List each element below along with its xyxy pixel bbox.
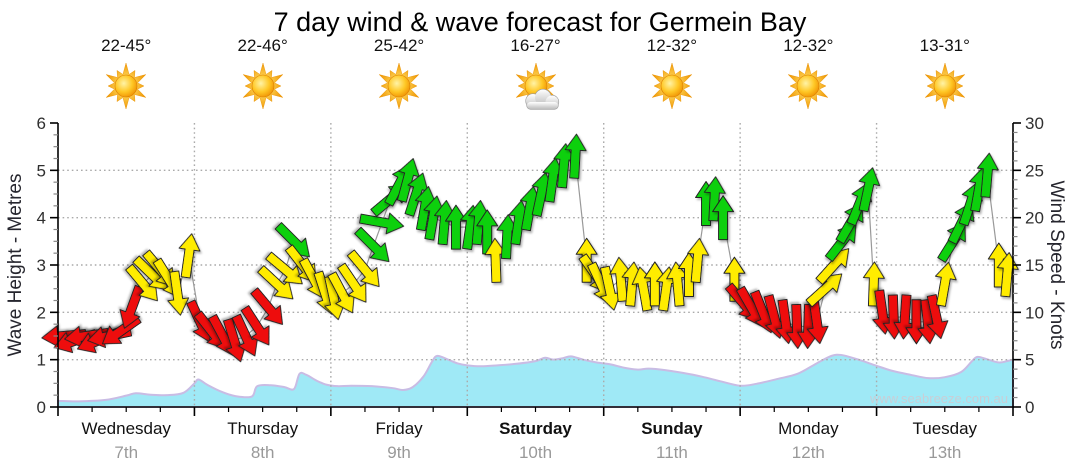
- left-axis-tick-label: 6: [37, 114, 46, 133]
- temperature-range: 13-31°: [919, 36, 970, 55]
- left-axis-tick-label: 3: [37, 256, 46, 275]
- sunny-icon: [105, 62, 147, 110]
- sunny-icon: [242, 62, 284, 110]
- partly-cloudy-icon: [514, 62, 559, 110]
- wind-arrow: [444, 204, 467, 250]
- wind-arrow: [712, 195, 735, 241]
- day-forecast-header: 12-32°: [740, 36, 876, 112]
- day-label: Thursday: [227, 419, 298, 438]
- day-label: Friday: [375, 419, 423, 438]
- wind-arrow: [354, 226, 390, 263]
- left-axis-tick-label: 4: [37, 209, 46, 228]
- date-label: 12th: [792, 443, 825, 462]
- wind-arrow: [265, 251, 303, 285]
- date-label: 11th: [656, 443, 688, 462]
- wind-arrow: [862, 261, 885, 307]
- temperature-range: 16-27°: [510, 36, 561, 55]
- day-forecast-header: 12-32°: [604, 36, 740, 112]
- left-axis-tick-label: 1: [37, 351, 46, 370]
- day-forecast-header: 25-42°: [331, 36, 467, 112]
- temperature-range: 22-46°: [237, 36, 288, 55]
- temperature-range: 22-45°: [101, 36, 152, 55]
- day-forecast-header: 22-45°: [58, 36, 194, 112]
- temperature-range: 25-42°: [373, 36, 425, 55]
- day-label: Tuesday: [912, 419, 977, 438]
- day-label: Monday: [778, 419, 839, 438]
- right-axis-tick-label: 25: [1025, 161, 1044, 180]
- sunny-icon: [924, 62, 966, 110]
- wind-arrow: [250, 287, 284, 325]
- day-forecast-header: 16-27°: [468, 36, 604, 112]
- date-label: 8th: [251, 443, 275, 462]
- wind-arrow: [167, 270, 190, 316]
- wave-height-area: [57, 353, 1014, 408]
- right-axis-tick-label: 20: [1025, 209, 1044, 228]
- day-forecast-header: 13-31°: [877, 36, 1013, 112]
- wind-arrow: [926, 294, 949, 340]
- right-axis-tick-label: 0: [1025, 398, 1034, 417]
- left-axis-tick-label: 2: [37, 303, 46, 322]
- date-label: 10th: [519, 443, 552, 462]
- wind-arrow: [337, 262, 367, 303]
- wind-arrow: [723, 256, 746, 302]
- left-axis-tick-label: 5: [37, 161, 46, 180]
- sunny-icon: [787, 62, 829, 110]
- wind-arrows-layer: [41, 133, 1019, 363]
- right-axis-tick-label: 10: [1025, 303, 1044, 322]
- day-label: Saturday: [499, 419, 572, 438]
- right-axis-tick-label: 15: [1025, 256, 1044, 275]
- wind-arrow: [346, 249, 380, 288]
- day-forecast-header: 22-46°: [195, 36, 331, 112]
- day-label: Sunday: [641, 419, 703, 438]
- right-axis-tick-label: 5: [1025, 351, 1034, 370]
- date-label: 13th: [928, 443, 961, 462]
- temperature-range: 12-32°: [783, 36, 834, 55]
- wind-arrow: [240, 305, 270, 346]
- sunny-icon: [378, 62, 420, 110]
- day-label: Wednesday: [81, 419, 171, 438]
- temperature-range: 12-32°: [646, 36, 698, 55]
- date-label: 7th: [114, 443, 138, 462]
- right-axis-tick-label: 30: [1025, 114, 1044, 133]
- wind-arrow: [564, 133, 587, 179]
- wind-arrow: [687, 237, 710, 284]
- date-label: 9th: [387, 443, 411, 462]
- wind-arrow: [858, 167, 881, 213]
- wind-arrow: [976, 152, 999, 198]
- axes: 0 1 2 3 4 5 6 0 5 10 15 20 25 30: [37, 114, 1044, 417]
- day-axis-labels: Wednesday 7th Thursday 8th Friday 9th Saturday…: [81, 419, 977, 462]
- watermark: www.seabreeze.com.au: [869, 391, 1008, 406]
- wind-arrow: [703, 176, 726, 222]
- left-axis-tick-label: 0: [37, 398, 46, 417]
- wind-arrow: [359, 212, 405, 235]
- sunny-icon: [651, 62, 693, 110]
- wind-arrow: [178, 233, 201, 279]
- chart-title: 7 day wind & wave forecast for Germein B…: [273, 7, 807, 37]
- wind-arrow: [934, 261, 957, 307]
